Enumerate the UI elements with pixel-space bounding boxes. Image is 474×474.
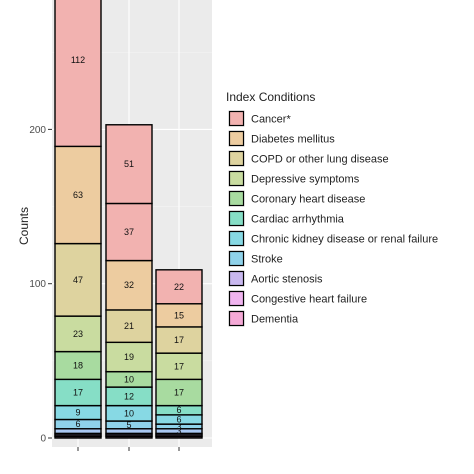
legend-entry-label: Cancer* bbox=[251, 114, 291, 126]
bar-segment bbox=[54, 350, 102, 381]
x-axis bbox=[77, 447, 180, 451]
legend-title: Index Conditions bbox=[226, 90, 315, 104]
y-tick-label: 200 bbox=[29, 125, 46, 136]
y-axis-title: Counts bbox=[17, 207, 31, 245]
bar-segment bbox=[54, 242, 102, 317]
bar-segment-label: 17 bbox=[174, 335, 184, 345]
bar-segment-label: 12 bbox=[124, 391, 134, 401]
bar-segment bbox=[105, 202, 153, 262]
bar-segment-label: 17 bbox=[73, 387, 83, 397]
bar-segment bbox=[105, 309, 153, 344]
bars: 6917182347631125101210192132375133661717… bbox=[54, 0, 203, 439]
bar-segment bbox=[155, 269, 203, 305]
legend-swatch bbox=[228, 110, 245, 127]
bar-segment-label: 6 bbox=[176, 414, 181, 424]
bar-segment-label: 10 bbox=[124, 408, 134, 418]
bar-segment-label: 17 bbox=[174, 361, 184, 371]
bar-segment-label: 47 bbox=[73, 275, 83, 285]
legend-entry-label: Congestive heart failure bbox=[251, 294, 367, 306]
bar-segment bbox=[155, 326, 203, 354]
legend-swatch bbox=[228, 310, 245, 327]
bar-segment-label: 18 bbox=[73, 360, 83, 370]
bar-segment-label: 3 bbox=[176, 421, 181, 431]
bar-segment-label: 22 bbox=[174, 282, 184, 292]
legend-swatch bbox=[228, 230, 245, 247]
legend-swatch bbox=[228, 250, 245, 267]
bar-segment bbox=[105, 124, 153, 205]
bar-segment-label: 19 bbox=[124, 352, 134, 362]
bar-segment-label: 9 bbox=[75, 408, 80, 418]
bar-segment-label: 6 bbox=[75, 419, 80, 429]
legend-entry-label: Aortic stenosis bbox=[251, 274, 323, 286]
bar-segment-label: 32 bbox=[124, 280, 134, 290]
bar-segment bbox=[54, 0, 102, 148]
bar-segment-label: 17 bbox=[174, 387, 184, 397]
bar-segment-label: 5 bbox=[126, 420, 131, 430]
legend-swatch bbox=[228, 270, 245, 287]
legend-swatch bbox=[228, 210, 245, 227]
legend-entry-label: Dementia bbox=[251, 314, 299, 326]
bar-segment-label: 10 bbox=[124, 374, 134, 384]
bar-segment-label: 6 bbox=[176, 405, 181, 415]
legend: Index Conditions Cancer* Diabetes mellitu… bbox=[226, 90, 438, 327]
bar-segment-label: 3 bbox=[176, 426, 181, 436]
legend-entry-label: COPD or other lung disease bbox=[251, 154, 389, 166]
legend-swatch bbox=[228, 130, 245, 147]
legend-entry-label: Depressive symptoms bbox=[251, 174, 360, 186]
y-tick-label: 0 bbox=[40, 434, 46, 445]
bar-segment-label: 51 bbox=[124, 159, 134, 169]
legend-swatch bbox=[228, 190, 245, 207]
bar-segment-label: 15 bbox=[174, 310, 184, 320]
legend-swatch bbox=[228, 290, 245, 307]
legend-entry-label: Stroke bbox=[251, 254, 283, 266]
legend-entry-label: Diabetes mellitus bbox=[251, 134, 335, 146]
bar-segment bbox=[54, 315, 102, 353]
bar-segment-label: 21 bbox=[124, 321, 134, 331]
bar-segment-label: 23 bbox=[73, 329, 83, 339]
bar-segment bbox=[54, 145, 102, 245]
bar-segment bbox=[105, 341, 153, 373]
y-axis: 0 100 200 bbox=[29, 125, 52, 445]
legend-swatch bbox=[228, 170, 245, 187]
legend-entry-label: Chronic kidney disease or renal failure bbox=[251, 234, 438, 246]
legend-entry-label: Cardiac arrhythmia bbox=[251, 214, 345, 226]
bar-segment bbox=[54, 378, 102, 407]
bar-segment-label: 112 bbox=[71, 55, 85, 65]
bar-segment bbox=[155, 378, 203, 407]
legend-entry-label: Coronary heart disease bbox=[251, 194, 365, 206]
y-tick-label: 100 bbox=[29, 279, 46, 290]
legend-swatch bbox=[228, 150, 245, 167]
bar-segment-label: 63 bbox=[73, 190, 83, 200]
bar-segment-label: 37 bbox=[124, 227, 134, 237]
